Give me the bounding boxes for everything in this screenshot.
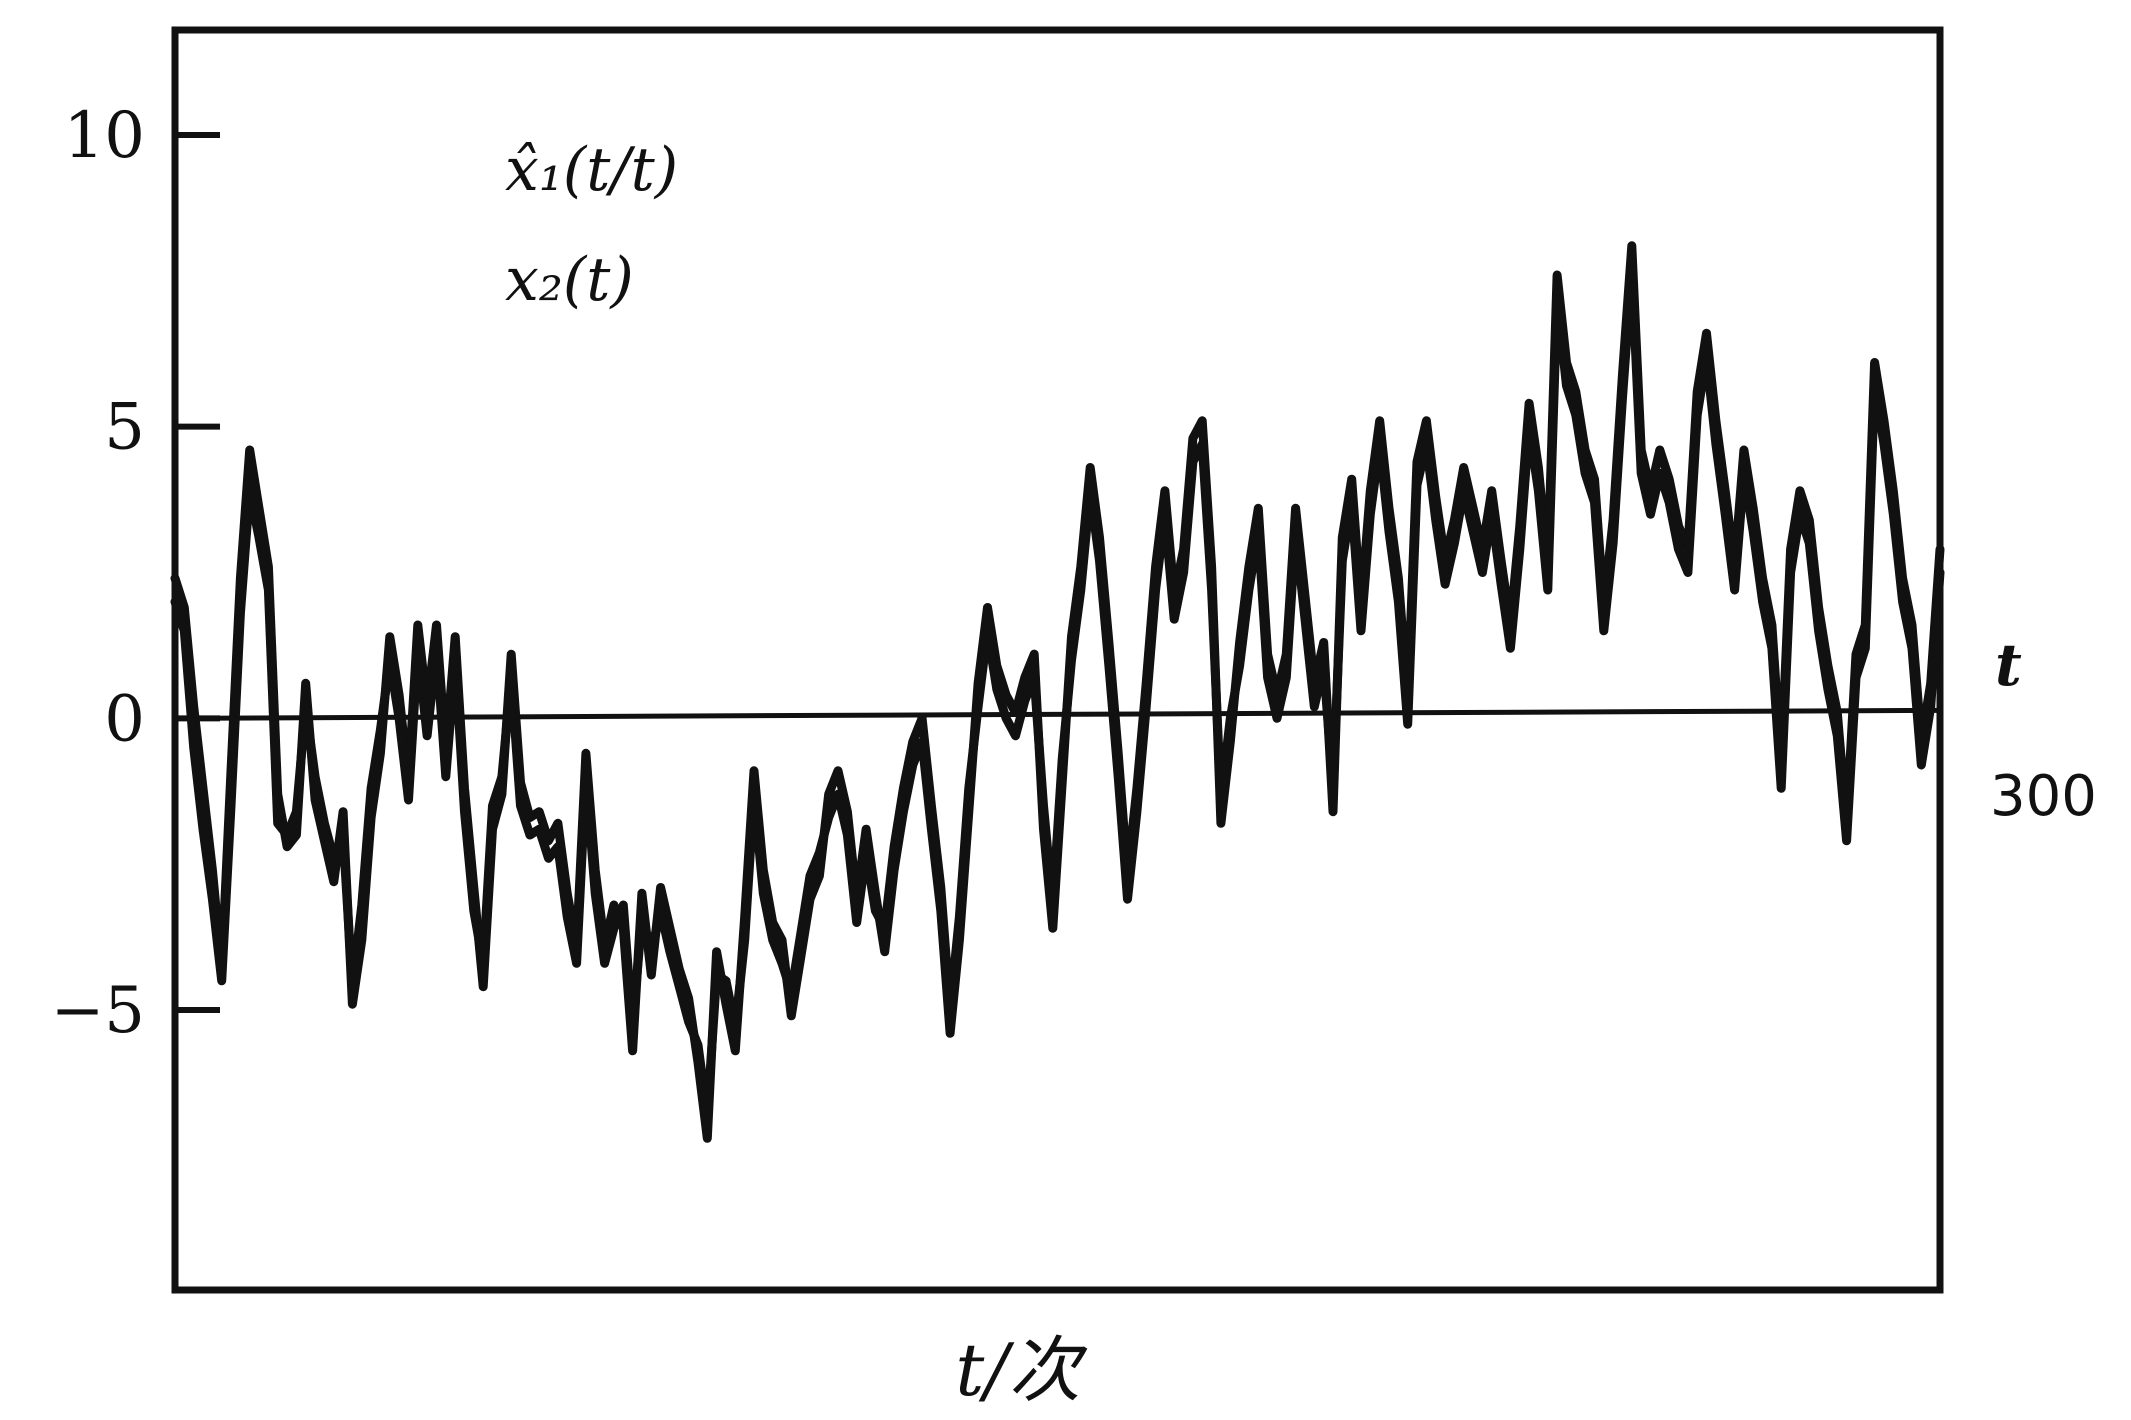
y-tick-label: 10 [64, 99, 145, 173]
t-axis-marker: t [1995, 631, 2022, 699]
series-line-state [170, 264, 1945, 1120]
legend-label-state: x₂(t) [505, 245, 634, 315]
y-tick-label: 5 [104, 391, 145, 465]
x-end-label: 300 [1990, 764, 2097, 829]
plot-frame [171, 26, 1944, 1294]
y-tick-label: −5 [51, 974, 145, 1048]
series-layer [170, 241, 1945, 1143]
zero-reference-line [174, 707, 1941, 721]
x-axis-label: t/次 [955, 1328, 1087, 1412]
y-tick-label: 0 [104, 682, 145, 756]
legend-label-estimate: x̂₁(t/t) [505, 135, 678, 205]
